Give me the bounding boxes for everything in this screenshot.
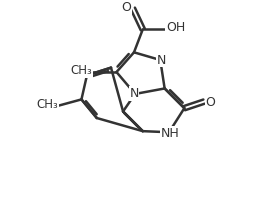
Text: N: N (129, 87, 139, 100)
Text: CH₃: CH₃ (70, 64, 92, 77)
Text: NH: NH (161, 127, 180, 140)
Text: O: O (206, 96, 215, 109)
Text: CH₃: CH₃ (37, 98, 58, 111)
Text: O: O (121, 1, 131, 14)
Text: OH: OH (166, 21, 185, 34)
Text: N: N (157, 54, 166, 67)
